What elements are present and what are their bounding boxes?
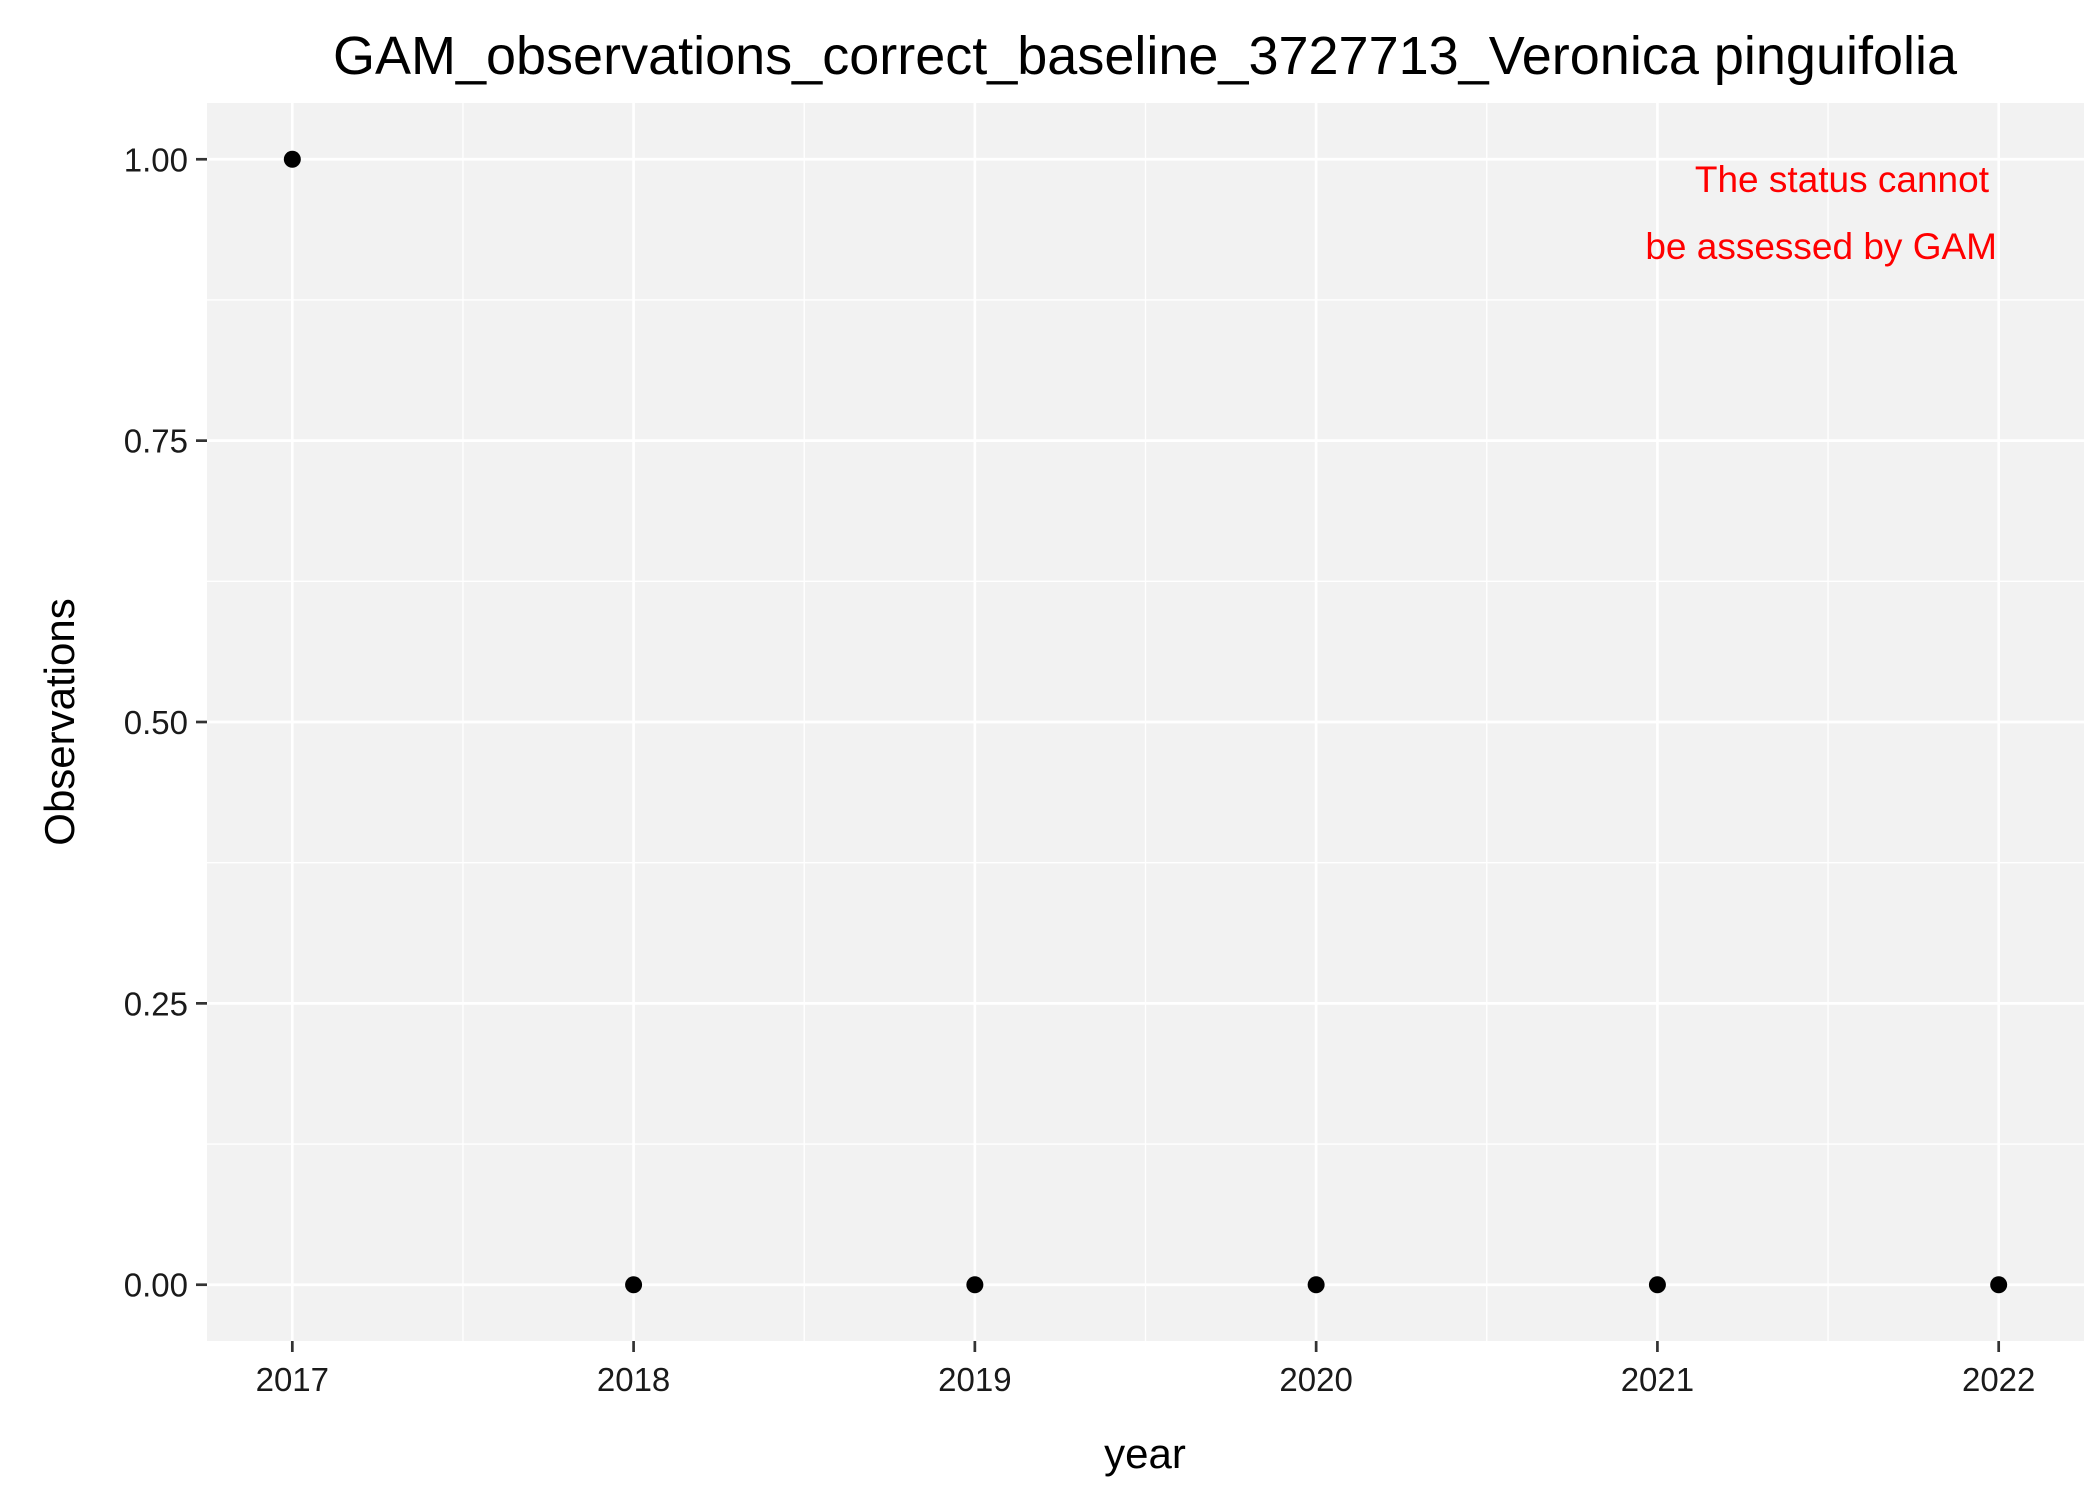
data-point <box>966 1276 984 1294</box>
data-point <box>1990 1276 2008 1294</box>
x-tick-label: 2017 <box>256 1361 329 1398</box>
data-point <box>625 1276 643 1294</box>
y-axis: 0.00 0.25 0.50 0.75 1.00 <box>124 141 207 1304</box>
y-tick-label: 1.00 <box>124 141 188 178</box>
major-gridlines <box>207 103 2084 1341</box>
y-tick-label: 0.25 <box>124 985 188 1022</box>
x-tick-label: 2019 <box>938 1361 1011 1398</box>
x-tick-label: 2022 <box>1962 1361 2035 1398</box>
status-annotation: The status cannot be assessed by GAM <box>1645 159 1997 267</box>
y-tick-label: 0.00 <box>124 1267 188 1304</box>
annotation-line-1: The status cannot <box>1695 159 1990 200</box>
x-tick-label: 2021 <box>1621 1361 1694 1398</box>
y-tick-label: 0.75 <box>124 423 188 460</box>
y-axis-title: Observations <box>36 598 83 845</box>
annotation-line-2: be assessed by GAM <box>1645 226 1997 267</box>
data-point <box>283 150 301 168</box>
data-point <box>1648 1276 1666 1294</box>
x-tick-label: 2020 <box>1279 1361 1352 1398</box>
x-tick-label: 2018 <box>597 1361 670 1398</box>
data-point <box>1307 1276 1325 1294</box>
y-tick-label: 0.50 <box>124 704 188 741</box>
x-axis: 2017 2018 2019 2020 2021 2022 <box>256 1341 2035 1398</box>
data-points <box>283 150 2008 1294</box>
x-axis-title: year <box>1104 1430 1186 1477</box>
chart-title: GAM_observations_correct_baseline_372771… <box>333 26 1958 86</box>
